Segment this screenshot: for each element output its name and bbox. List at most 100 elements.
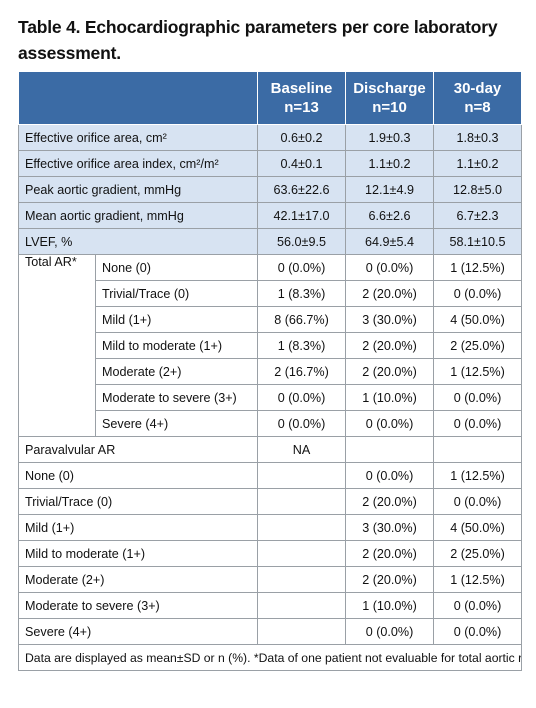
cell-baseline (257, 514, 346, 541)
cell-baseline: NA (257, 436, 346, 463)
header-baseline-label: Baseline (270, 80, 333, 97)
cell-discharge: 0 (0.0%) (345, 410, 434, 437)
row-label: Effective orifice area, cm² (18, 124, 258, 151)
table-row: Mean aortic gradient, mmHg 42.1±17.0 6.6… (18, 202, 522, 229)
cell-discharge: 6.6±2.6 (345, 202, 434, 229)
table-row: Mild (1+) 3 (30.0%) 4 (50.0%) (18, 514, 522, 541)
cell-baseline: 1 (8.3%) (257, 280, 346, 307)
cell-30day: 0 (0.0%) (433, 280, 522, 307)
cell-discharge: 0 (0.0%) (345, 618, 434, 645)
cell-30day: 4 (50.0%) (433, 306, 522, 333)
row-label: Mild to moderate (1+) (95, 332, 258, 359)
table-row: Mild to moderate (1+) 2 (20.0%) 2 (25.0%… (18, 540, 522, 567)
table-footnote: Data are displayed as mean±SD or n (%). … (18, 644, 522, 671)
table-row: Moderate (2+) 2 (20.0%) 1 (12.5%) (18, 566, 522, 593)
cell-baseline (257, 540, 346, 567)
header-discharge-n: n=10 (372, 99, 407, 116)
table-row: Trivial/Trace (0) 1 (8.3%) 2 (20.0%) 0 (… (19, 280, 522, 307)
table-row: Effective orifice area, cm² 0.6±0.2 1.9±… (18, 124, 522, 151)
row-label: Mild to moderate (1+) (18, 540, 258, 567)
cell-30day: 2 (25.0%) (433, 540, 522, 567)
cell-discharge: 64.9±5.4 (345, 228, 434, 255)
cell-baseline: 0.6±0.2 (257, 124, 346, 151)
cell-baseline (257, 592, 346, 619)
row-label: None (0) (95, 254, 258, 281)
cell-30day (433, 436, 522, 463)
header-30day: 30-day n=8 (433, 72, 522, 125)
cell-baseline: 0.4±0.1 (257, 150, 346, 177)
table-row: Effective orifice area index, cm²/m² 0.4… (18, 150, 522, 177)
cell-baseline: 0 (0.0%) (257, 254, 346, 281)
cell-30day: 1 (12.5%) (433, 254, 522, 281)
cell-baseline: 0 (0.0%) (257, 410, 346, 437)
table-row: Paravalvular AR NA (18, 436, 522, 463)
cell-30day: 1 (12.5%) (433, 566, 522, 593)
row-label: Trivial/Trace (0) (18, 488, 258, 515)
cell-discharge: 1.9±0.3 (345, 124, 434, 151)
cell-discharge: 3 (30.0%) (345, 306, 434, 333)
cell-30day: 12.8±5.0 (433, 176, 522, 203)
cell-discharge: 2 (20.0%) (345, 488, 434, 515)
table-row: Severe (4+) 0 (0.0%) 0 (0.0%) (18, 618, 522, 645)
table-row: Moderate to severe (3+) 0 (0.0%) 1 (10.0… (19, 384, 522, 411)
cell-30day: 0 (0.0%) (433, 384, 522, 411)
cell-discharge: 0 (0.0%) (345, 462, 434, 489)
table-title: Table 4. Echocardiographic parameters pe… (18, 17, 498, 63)
cell-baseline: 8 (66.7%) (257, 306, 346, 333)
cell-discharge: 2 (20.0%) (345, 280, 434, 307)
header-row: Baseline n=13 Discharge n=10 30-day n=8 (18, 72, 522, 125)
cell-30day: 0 (0.0%) (433, 488, 522, 515)
row-label: LVEF, % (18, 228, 258, 255)
row-label: Moderate to severe (3+) (18, 592, 258, 619)
cell-baseline: 42.1±17.0 (257, 202, 346, 229)
cell-discharge: 1.1±0.2 (345, 150, 434, 177)
table-row: Moderate to severe (3+) 1 (10.0%) 0 (0.0… (18, 592, 522, 619)
header-discharge-label: Discharge (353, 80, 426, 97)
table-row: Severe (4+) 0 (0.0%) 0 (0.0%) 0 (0.0%) (19, 410, 522, 437)
cell-baseline: 1 (8.3%) (257, 332, 346, 359)
cell-baseline: 2 (16.7%) (257, 358, 346, 385)
cell-30day: 1.8±0.3 (433, 124, 522, 151)
row-label: Mild (1+) (95, 306, 258, 333)
cell-baseline: 0 (0.0%) (257, 384, 346, 411)
cell-30day: 0 (0.0%) (433, 592, 522, 619)
row-label: Mild (1+) (18, 514, 258, 541)
row-label: Moderate (2+) (95, 358, 258, 385)
footnote-row: Data are displayed as mean±SD or n (%). … (18, 644, 522, 671)
cell-discharge: 2 (20.0%) (345, 540, 434, 567)
cell-discharge: 3 (30.0%) (345, 514, 434, 541)
cell-30day: 0 (0.0%) (433, 410, 522, 437)
header-discharge: Discharge n=10 (345, 72, 434, 125)
row-label: None (0) (18, 462, 258, 489)
table-row: Trivial/Trace (0) 2 (20.0%) 0 (0.0%) (18, 488, 522, 515)
header-baseline-n: n=13 (284, 99, 319, 116)
table-row: LVEF, % 56.0±9.5 64.9±5.4 58.1±10.5 (18, 228, 522, 255)
table-row: None (0) 0 (0.0%) 1 (12.5%) (18, 462, 522, 489)
cell-discharge (345, 436, 434, 463)
row-label: Effective orifice area index, cm²/m² (18, 150, 258, 177)
table-row: Total AR* None (0) 0 (0.0%) 0 (0.0%) 1 (… (18, 254, 522, 437)
row-label: Mean aortic gradient, mmHg (18, 202, 258, 229)
total-ar-group-label: Total AR* (18, 254, 96, 437)
cell-30day: 58.1±10.5 (433, 228, 522, 255)
cell-baseline (257, 618, 346, 645)
header-30day-label: 30-day (453, 80, 502, 97)
cell-30day: 1.1±0.2 (433, 150, 522, 177)
cell-discharge: 1 (10.0%) (345, 384, 434, 411)
table-row: Mild to moderate (1+) 1 (8.3%) 2 (20.0%)… (19, 332, 522, 359)
table-row: Moderate (2+) 2 (16.7%) 2 (20.0%) 1 (12.… (19, 358, 522, 385)
cell-discharge: 1 (10.0%) (345, 592, 434, 619)
cell-discharge: 12.1±4.9 (345, 176, 434, 203)
cell-baseline (257, 566, 346, 593)
cell-30day: 1 (12.5%) (433, 358, 522, 385)
table-row: Mild (1+) 8 (66.7%) 3 (30.0%) 4 (50.0%) (19, 306, 522, 333)
cell-discharge: 2 (20.0%) (345, 358, 434, 385)
cell-baseline: 56.0±9.5 (257, 228, 346, 255)
row-label: Severe (4+) (95, 410, 258, 437)
paravalvular-group-label: Paravalvular AR (18, 436, 258, 463)
header-30day-n: n=8 (464, 99, 491, 116)
cell-discharge: 2 (20.0%) (345, 332, 434, 359)
cell-30day: 6.7±2.3 (433, 202, 522, 229)
row-label: Severe (4+) (18, 618, 258, 645)
measures-body: Effective orifice area, cm² 0.6±0.2 1.9±… (18, 124, 522, 671)
